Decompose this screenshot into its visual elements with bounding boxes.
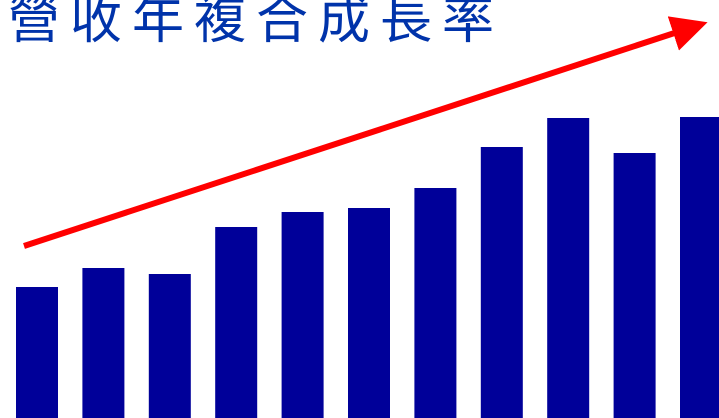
bar-3 — [148, 274, 191, 418]
bar-5 — [281, 212, 324, 418]
bar-6 — [348, 208, 390, 418]
bar-4 — [215, 227, 258, 418]
bar-10 — [613, 153, 656, 418]
bar-7 — [414, 188, 457, 418]
bar-series — [16, 117, 719, 418]
bar-1 — [16, 287, 58, 418]
trend-arrow — [23, 16, 708, 249]
bar-9 — [547, 118, 590, 418]
bar-11 — [680, 117, 719, 418]
chart-title: 營收年複合成長率 — [8, 0, 505, 51]
bar-8 — [480, 147, 523, 418]
bar-2 — [82, 268, 125, 418]
